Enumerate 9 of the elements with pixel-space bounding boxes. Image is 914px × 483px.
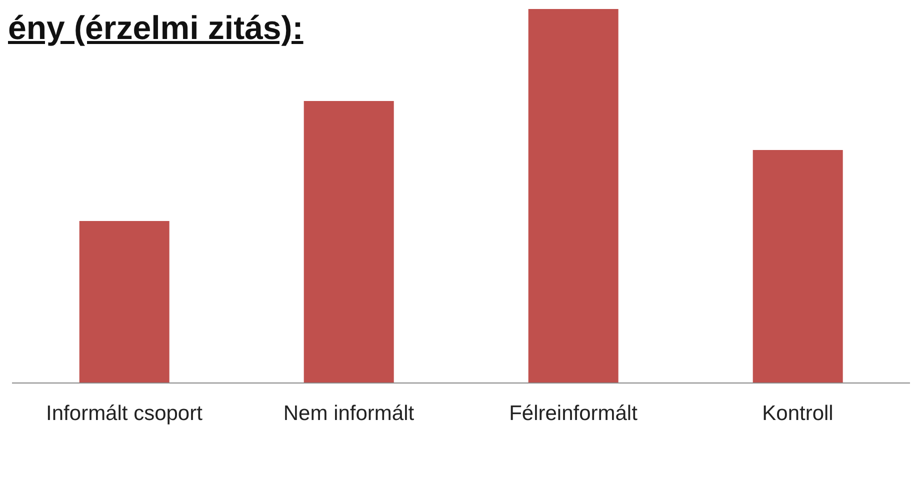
x-tick-label: Félreinformált xyxy=(509,402,638,425)
x-tick-label: Kontroll xyxy=(762,402,834,425)
bar xyxy=(752,150,843,383)
bar xyxy=(304,101,394,383)
x-tick-label: Nem informált xyxy=(283,402,414,425)
bar xyxy=(528,9,618,383)
bar xyxy=(79,221,170,383)
x-tick-label: Informált csoport xyxy=(46,402,203,425)
chart-title: ény (érzelmi zitás): xyxy=(8,8,304,48)
